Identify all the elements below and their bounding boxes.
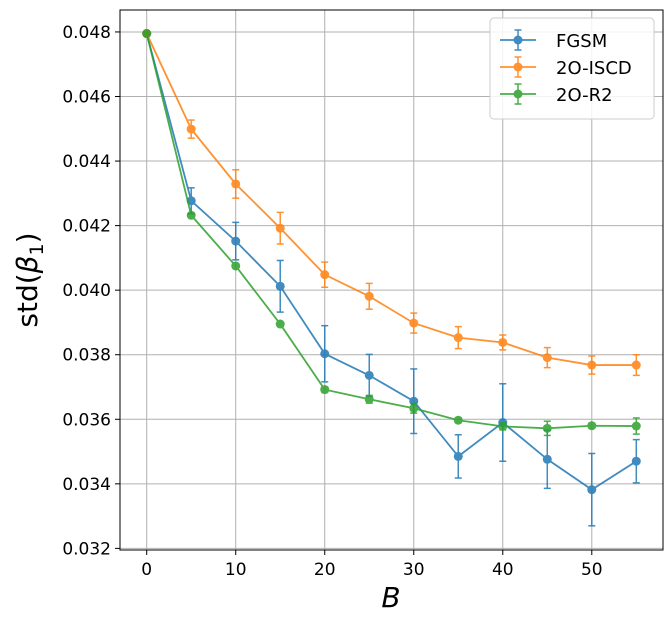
legend-label-2o-iscd: 2O-ISCD: [556, 58, 632, 79]
series-line-2o-r2: [145, 33, 637, 430]
data-point: [275, 223, 285, 233]
data-point: [364, 291, 374, 301]
y-tick-label: 0.032: [62, 539, 111, 559]
data-point: [320, 349, 330, 359]
y-tick-label: 0.048: [62, 23, 111, 43]
y-tick-label: 0.034: [62, 475, 111, 495]
data-point: [320, 270, 330, 280]
legend: FGSM 2O-ISCD 2O-R2: [489, 17, 655, 120]
axis-ticks: 0 10 20 30 40 50 0.032 0.034 0.036 0.038 0.040 0.04…: [62, 23, 602, 580]
series-2o-r2: [142, 29, 641, 437]
legend-dot: [513, 35, 523, 45]
data-point: [542, 353, 552, 363]
y-tick-label: 0.040: [62, 281, 111, 301]
x-tick-label: 10: [225, 560, 247, 580]
data-point: [587, 360, 597, 370]
y-label-subscript: 1: [26, 243, 48, 255]
data-point: [542, 454, 552, 464]
y-tick-label: 0.036: [62, 410, 111, 430]
y-label-suffix: ): [11, 232, 44, 243]
data-point: [231, 261, 241, 271]
data-point: [453, 333, 463, 343]
y-tick-label: 0.046: [62, 88, 111, 108]
legend-dot: [513, 89, 523, 99]
plot-frame: [119, 9, 664, 551]
data-point: [142, 29, 152, 39]
data-point: [631, 421, 641, 431]
legend-marker-2o-r2: [500, 83, 536, 105]
y-label-symbol: β: [11, 255, 44, 274]
data-point: [453, 451, 463, 461]
legend-marker-2o-iscd: [500, 56, 536, 78]
series-line-2o-iscd: [145, 33, 637, 366]
y-tick-label: 0.042: [62, 217, 111, 237]
series-fgsm: [142, 29, 641, 527]
legend-dot: [513, 62, 523, 72]
legend-marker-fgsm: [500, 29, 536, 51]
data-point: [453, 415, 463, 425]
data-point: [231, 236, 241, 246]
x-tick-label: 50: [581, 560, 603, 580]
x-tick-label: 40: [492, 560, 514, 580]
data-point: [498, 337, 508, 347]
data-point: [275, 281, 285, 291]
legend-label-2o-r2: 2O-R2: [556, 85, 613, 106]
data-point: [364, 394, 374, 404]
y-label-prefix: std(: [11, 273, 44, 327]
x-tick-label: 30: [403, 560, 425, 580]
data-point: [631, 360, 641, 370]
data-point: [320, 385, 330, 395]
data-point: [364, 370, 374, 380]
data-point: [631, 456, 641, 466]
x-axis-label: B: [381, 581, 400, 614]
x-tick-label: 0: [141, 560, 152, 580]
series-2o-iscd: [142, 29, 641, 377]
data-point: [186, 124, 196, 134]
legend-label-fgsm: FGSM: [556, 31, 607, 52]
data-point: [231, 179, 241, 189]
data-point: [409, 318, 419, 328]
series-line-fgsm: [145, 33, 637, 491]
data-point: [498, 421, 508, 431]
data-point: [409, 403, 419, 413]
data-point: [275, 319, 285, 329]
data-point: [186, 210, 196, 220]
x-tick-label: 20: [314, 560, 336, 580]
y-axis-label: std(β1): [11, 232, 48, 327]
data-point: [587, 485, 597, 495]
y-tick-label: 0.038: [62, 346, 111, 366]
data-point: [587, 421, 597, 431]
y-tick-label: 0.044: [62, 152, 111, 172]
data-point: [542, 423, 552, 433]
series-layer: [142, 29, 641, 527]
grid-lines: [120, 10, 663, 550]
